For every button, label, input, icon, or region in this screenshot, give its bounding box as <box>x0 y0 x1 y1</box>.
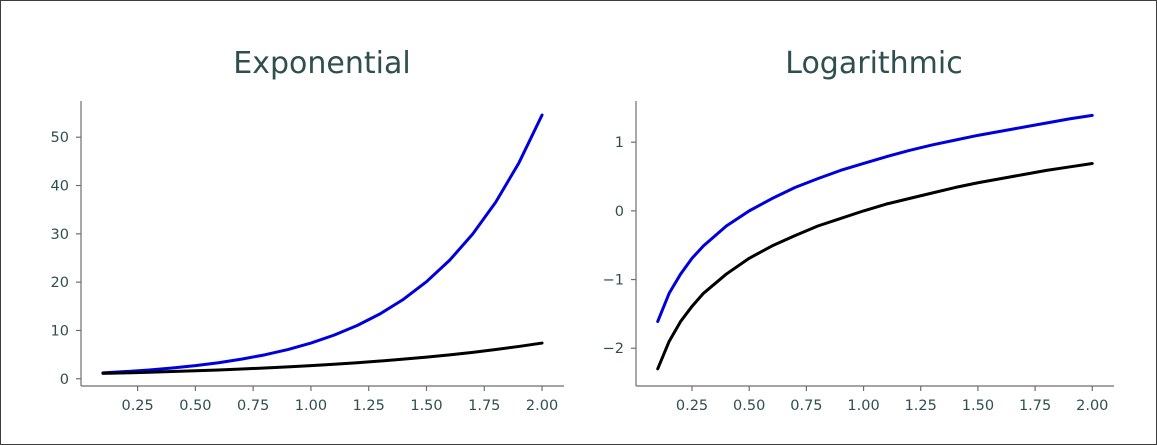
x-tick-label: 0.75 <box>790 398 822 414</box>
x-tick-label: 1.50 <box>962 398 994 414</box>
chart-title-logarithmic: Logarithmic <box>785 46 962 81</box>
x-tick-label: 1.75 <box>468 398 500 414</box>
y-tick-label: 10 <box>51 323 69 339</box>
y-tick-label: −2 <box>603 341 624 357</box>
x-tick-label: 1.75 <box>1019 398 1051 414</box>
x-tick-label: 1.25 <box>905 398 937 414</box>
series-line-black <box>656 161 1094 371</box>
x-tick-label: 1.50 <box>410 398 442 414</box>
y-tick-label: 30 <box>51 227 69 243</box>
y-tick-label: 40 <box>51 179 69 195</box>
y-tick-label: 1 <box>615 135 624 151</box>
x-tick-label: 2.00 <box>1076 398 1108 414</box>
y-tick-label: 50 <box>51 130 69 146</box>
x-tick-label: 1.00 <box>295 398 327 414</box>
x-tick-label: 1.00 <box>847 398 879 414</box>
series-line-blue <box>101 113 544 375</box>
x-tick-label: 2.00 <box>526 398 558 414</box>
series-line-blue <box>656 113 1094 323</box>
chart-exponential: Exponential 0.25 0.50 0.75 1.00 1.25 1.50 1.75 2… <box>51 46 564 414</box>
y-tick-label: 20 <box>51 275 69 291</box>
chart-logarithmic: Logarithmic 0.25 0.50 0.75 1.00 1.25 1.50 1.75 2… <box>603 46 1114 414</box>
x-tick-label: 1.25 <box>353 398 385 414</box>
y-tick-label: −1 <box>603 273 624 289</box>
x-tick-label: 0.50 <box>733 398 765 414</box>
y-tick-label: 0 <box>60 372 69 388</box>
x-tick-label: 0.50 <box>179 398 211 414</box>
x-tick-label: 0.75 <box>237 398 269 414</box>
x-tick-label: 0.25 <box>121 398 153 414</box>
x-tick-label: 0.25 <box>676 398 708 414</box>
series-line-black <box>101 341 544 375</box>
chart-title-exponential: Exponential <box>233 46 410 81</box>
y-tick-label: 0 <box>615 204 624 220</box>
